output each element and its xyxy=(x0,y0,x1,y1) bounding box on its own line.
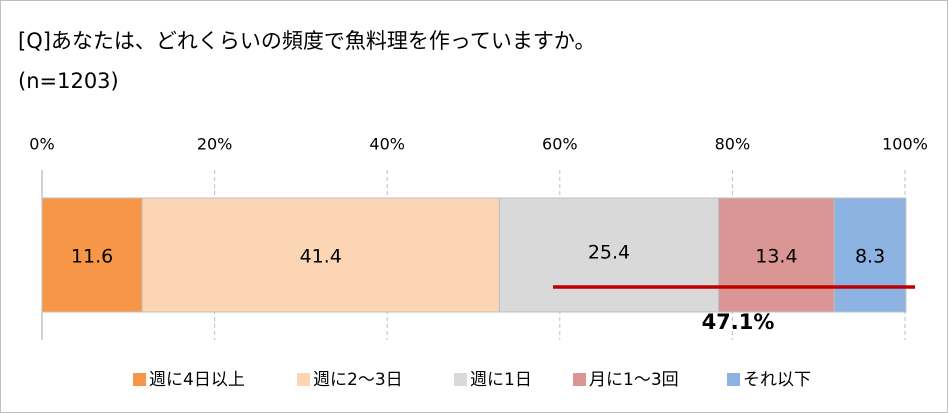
data-label: 13.4 xyxy=(755,246,797,268)
legend-label: それ以下 xyxy=(743,370,811,390)
legend-label: 週に1日 xyxy=(470,370,532,390)
bar-segment xyxy=(718,197,835,313)
legend-label: 月に1～3回 xyxy=(589,370,679,390)
legend-label: 週に2～3日 xyxy=(313,370,403,390)
bar-segment xyxy=(498,197,720,313)
x-tick-label: 20% xyxy=(197,135,233,154)
data-label: 41.4 xyxy=(300,246,342,268)
x-tick-label: 0% xyxy=(29,135,54,154)
x-tick-label: 100% xyxy=(882,135,928,154)
legend-swatch xyxy=(133,373,146,386)
legend-label: 週に4日以上 xyxy=(149,370,245,390)
data-label: 25.4 xyxy=(588,242,630,264)
x-tick-label: 80% xyxy=(715,135,751,154)
x-tick-label: 60% xyxy=(542,135,578,154)
bar-segment xyxy=(141,197,500,313)
legend-swatch xyxy=(727,373,740,386)
chart-subtitle: (n=1203) xyxy=(18,69,119,93)
x-tick-label: 40% xyxy=(369,135,405,154)
legend-swatch xyxy=(297,373,310,386)
legend-swatch xyxy=(454,373,467,386)
annotation: 47.1% xyxy=(702,310,775,334)
data-label: 11.6 xyxy=(71,246,113,268)
chart-title: [Q]あなたは、どれくらいの頻度で魚料理を作っていますか。 xyxy=(18,29,595,53)
data-label: 8.3 xyxy=(855,246,885,268)
bar-segment xyxy=(833,197,907,313)
legend-swatch xyxy=(573,373,586,386)
